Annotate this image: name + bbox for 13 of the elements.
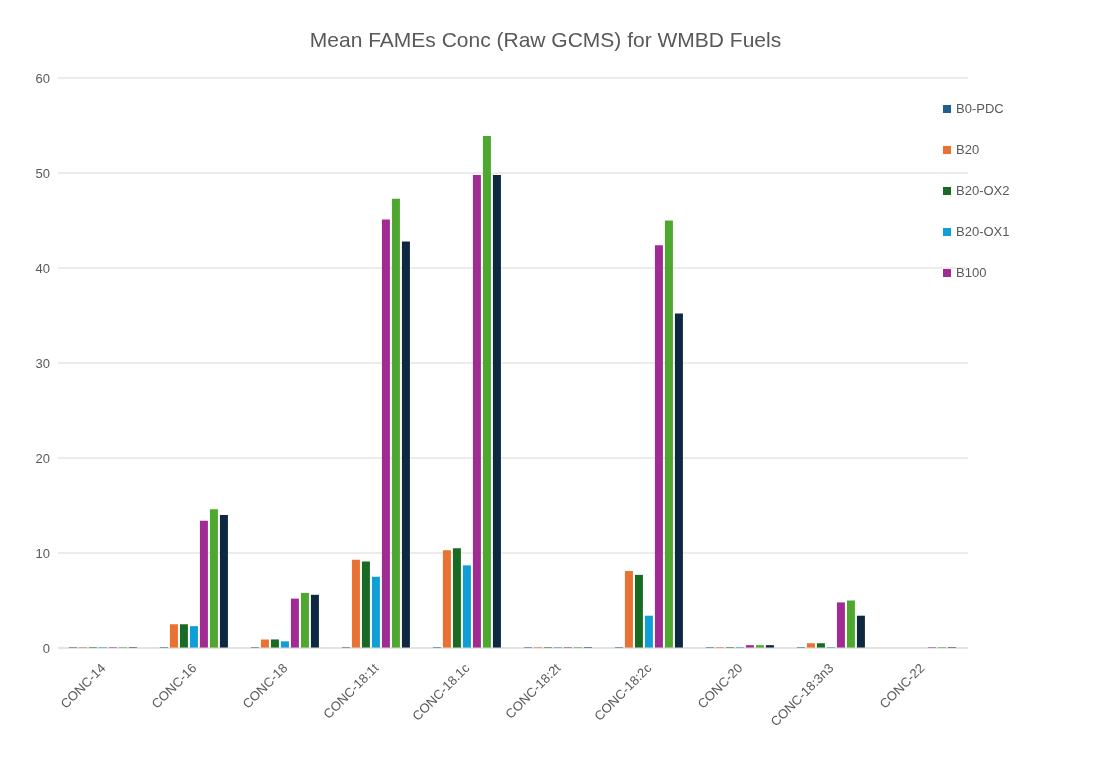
y-tick-label: 60 — [35, 70, 50, 86]
legend-label: B20-OX2 — [956, 183, 1010, 198]
y-tick-label: 10 — [35, 545, 50, 561]
y-tick-label: 0 — [42, 640, 50, 656]
y-tick-label: 20 — [35, 450, 50, 466]
legend-label: B0-PDC — [956, 101, 1004, 116]
chart-title: Mean FAMEs Conc (Raw GCMS) for WMBD Fuels — [308, 28, 783, 52]
legend-label: B100 — [956, 265, 987, 280]
legend-label: B20 — [956, 142, 980, 157]
legend-label: B20-OX1 — [956, 224, 1010, 239]
y-tick-label: 30 — [35, 355, 50, 371]
y-tick-label: 50 — [35, 165, 50, 181]
y-tick-label: 40 — [35, 260, 50, 276]
